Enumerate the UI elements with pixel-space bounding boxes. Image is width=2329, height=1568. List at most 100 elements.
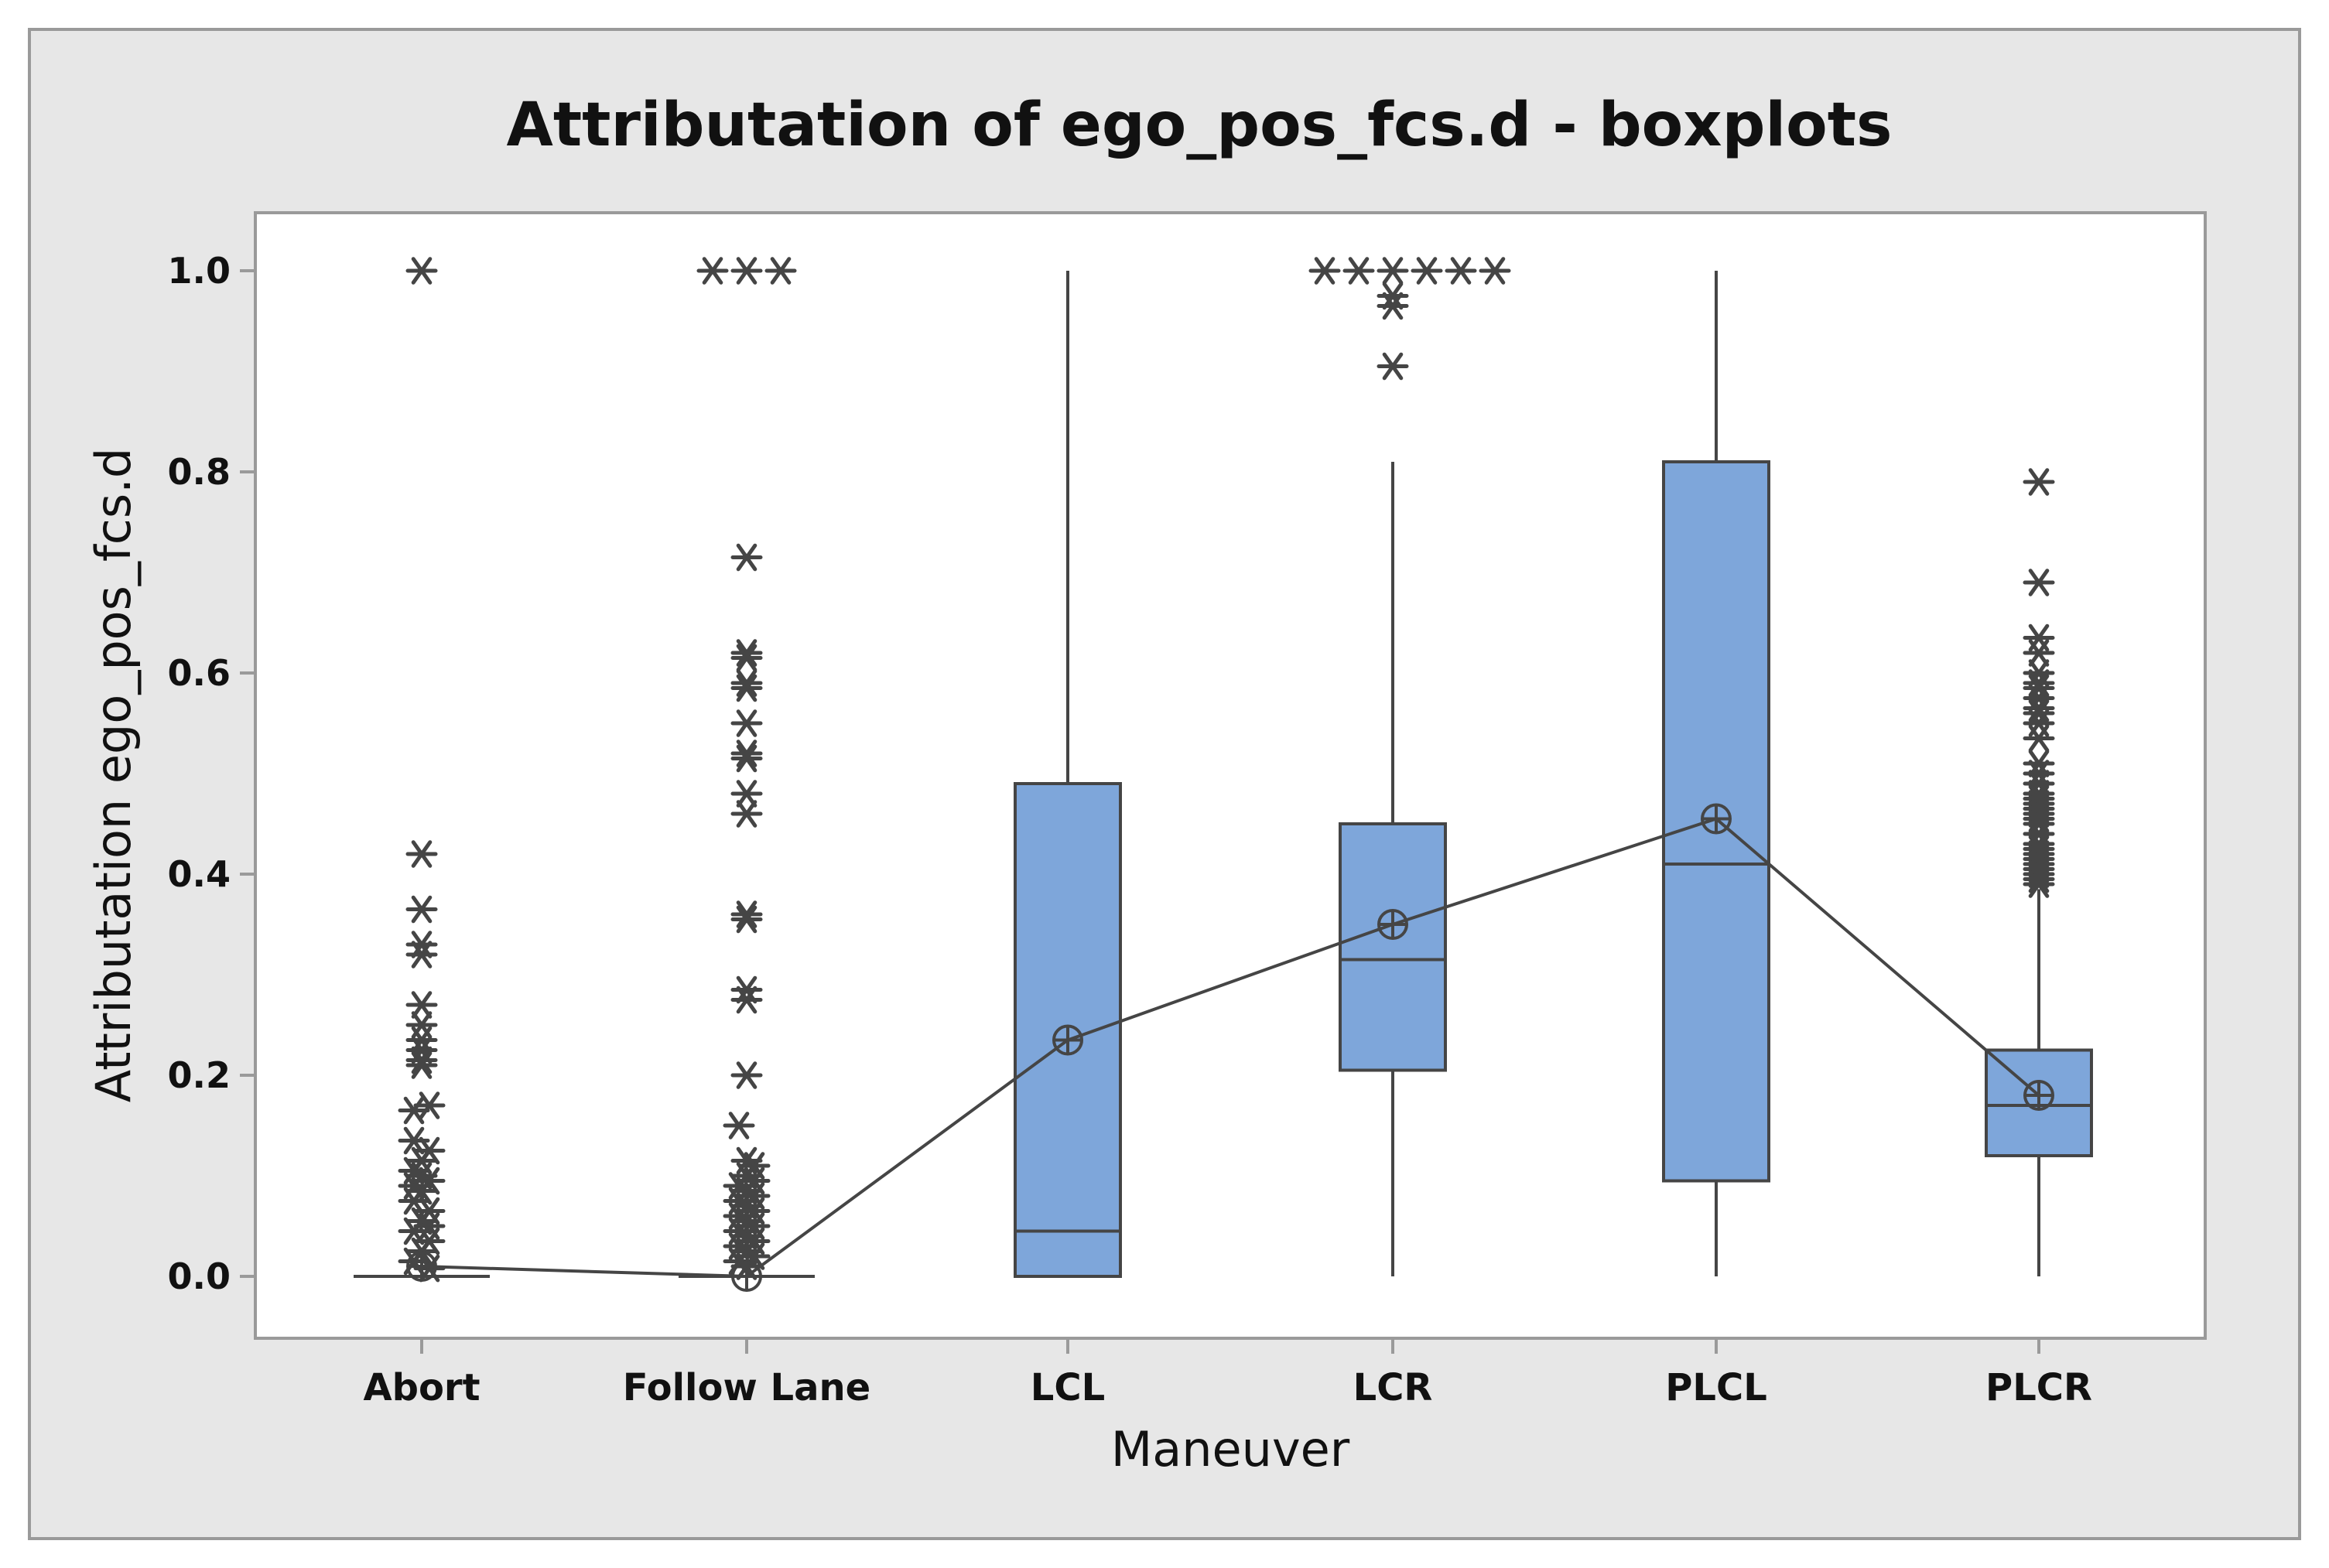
outlier-stroke (736, 543, 758, 572)
outlier-stroke (736, 975, 758, 1004)
outlier-stroke (411, 941, 433, 968)
mean-connect-line (406, 803, 2054, 1292)
chart-title: Attributation of ego_pos_fcs.d - boxplot… (507, 91, 1893, 160)
outlier-stroke (736, 800, 758, 828)
outlier-stroke (2028, 699, 2050, 727)
outlier-stroke (2028, 865, 2050, 893)
x-tick-label: Abort (363, 1366, 480, 1409)
outlier-stroke (403, 1217, 425, 1245)
outlier-stroke (2028, 468, 2050, 496)
outlier-point (2023, 569, 2055, 596)
outlier-stroke (770, 257, 792, 285)
y-axis-label: Attributation ego_pos_fcs.d (85, 448, 142, 1102)
outlier-stroke (411, 1046, 433, 1074)
outlier-point (723, 1112, 755, 1139)
x-tick-label: PLCL (1665, 1366, 1767, 1409)
plot-area (254, 211, 2207, 1340)
outlier-stroke (411, 931, 433, 958)
outlier-stroke (411, 991, 433, 1019)
box-abort (354, 257, 490, 1283)
outlier-point (405, 991, 438, 1019)
outlier-stroke (2028, 639, 2050, 667)
outlier-stroke (419, 1091, 440, 1119)
outlier-stroke (411, 895, 433, 924)
outlier-point (1479, 257, 1511, 285)
outlier-point (1342, 257, 1375, 285)
outlier-stroke (2028, 760, 2050, 787)
outlier-stroke (736, 780, 758, 808)
outlier-point (730, 639, 763, 667)
outlier-point (696, 257, 729, 285)
outlier-stroke (736, 1061, 758, 1089)
x-tick-label: PLCR (1985, 1366, 2092, 1409)
outlier-point (764, 257, 797, 285)
outlier-stroke (736, 740, 758, 767)
outliers (1308, 257, 1511, 381)
outlier-stroke (1382, 282, 1404, 310)
outlier-point (730, 900, 763, 928)
outlier-stroke (411, 840, 433, 868)
outlier-stroke (403, 1096, 425, 1125)
outlier-stroke (1484, 257, 1506, 285)
outlier-point (730, 986, 763, 1014)
mean-polyline (421, 817, 2040, 1279)
outlier-point (2023, 468, 2055, 496)
x-tick-label: Follow Lane (623, 1366, 870, 1409)
outlier-point (730, 800, 763, 828)
outlier-stroke (736, 669, 758, 697)
outlier-stroke (2028, 724, 2050, 753)
outlier-point (730, 257, 763, 285)
iqr-box (1339, 822, 1447, 1072)
outlier-point (730, 709, 763, 737)
outlier-stroke (403, 1187, 425, 1215)
outlier-stroke (736, 986, 758, 1014)
outlier-point (405, 257, 438, 285)
mean-marker (2023, 1080, 2054, 1111)
outlier-stroke (1450, 257, 1472, 285)
outlier-stroke (736, 257, 758, 285)
y-tick-label: 0.2 (168, 1054, 231, 1096)
outlier-point (730, 744, 763, 773)
mean-marker (1052, 1024, 1083, 1056)
outlier-stroke (411, 1051, 433, 1079)
outlier-point (2023, 865, 2055, 893)
outlier-point (1377, 352, 1409, 381)
outliers (2023, 468, 2055, 898)
outlier-stroke (1382, 352, 1404, 381)
outlier-point (405, 1046, 438, 1074)
outlier-point (730, 740, 763, 767)
outlier-point (2023, 724, 2055, 753)
outlier-point (1411, 257, 1443, 285)
mean-marker (1377, 909, 1408, 940)
outlier-stroke (736, 639, 758, 667)
outliers (398, 257, 446, 1283)
outlier-stroke (736, 644, 758, 672)
outlier-stroke (736, 709, 758, 737)
outlier-stroke (2028, 810, 2050, 838)
mean-marker (406, 1251, 437, 1282)
outlier-stroke (2028, 569, 2050, 596)
x-axis-label: Maneuver (1111, 1421, 1350, 1477)
outlier-stroke (2028, 860, 2050, 888)
outlier-stroke (702, 257, 723, 285)
outlier-point (2023, 870, 2055, 898)
outlier-stroke (1382, 292, 1404, 320)
outlier-stroke (736, 744, 758, 773)
y-tick-label: 0.8 (168, 451, 231, 493)
outlier-stroke (403, 1126, 425, 1155)
outlier-point (730, 543, 763, 572)
y-tick-label: 0.4 (168, 853, 231, 895)
outlier-stroke (2028, 750, 2050, 777)
outlier-stroke (1314, 257, 1335, 285)
outlier-stroke (2028, 870, 2050, 898)
outlier-point (1377, 292, 1409, 320)
outlier-point (398, 1096, 430, 1125)
box-lcr (1308, 257, 1511, 1276)
y-tick-label: 0.0 (168, 1255, 231, 1297)
outlier-stroke (411, 257, 433, 285)
outlier-stroke (1348, 257, 1370, 285)
outlier-point (730, 905, 763, 934)
outlier-stroke (2028, 800, 2050, 828)
x-axis-ticks: Abort Follow Lane LCL LCR PLCL PLCR (363, 1338, 2092, 1409)
